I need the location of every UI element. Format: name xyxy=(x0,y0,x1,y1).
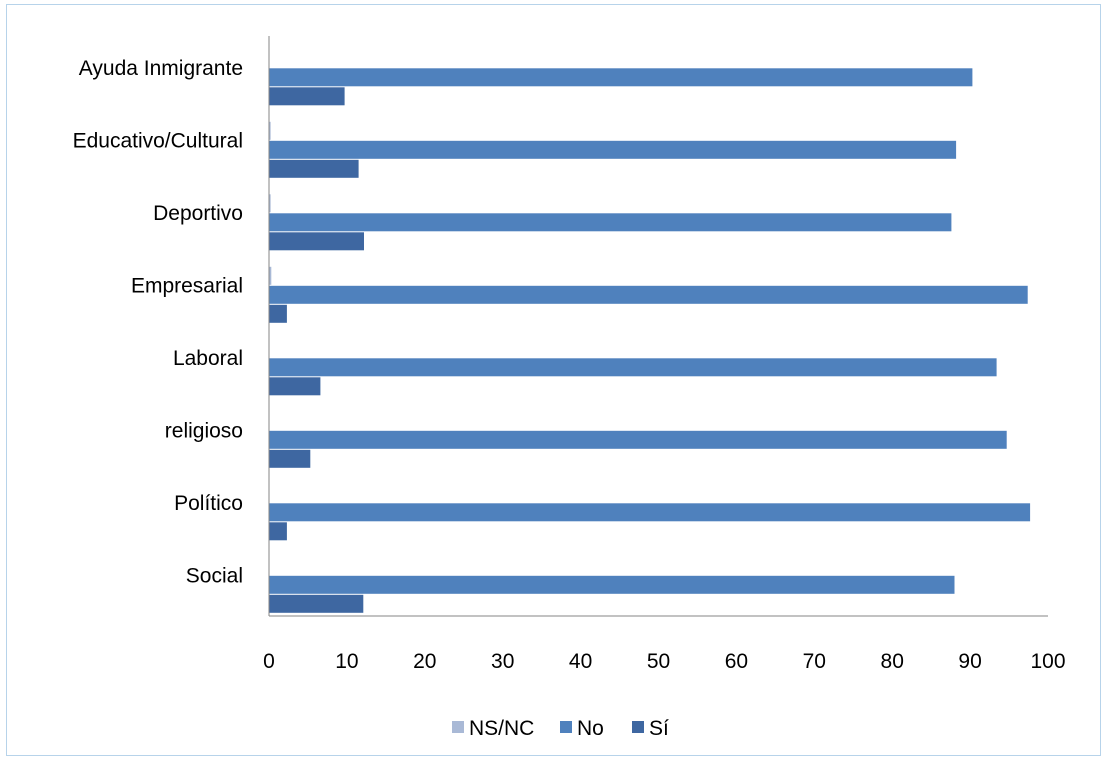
bar-no-7 xyxy=(269,575,955,594)
x-tick-labels: 0 10 20 30 40 50 60 70 80 90 100 xyxy=(263,650,1065,673)
axes-group xyxy=(268,36,1048,617)
bar-s-2 xyxy=(269,232,364,251)
bar-no-6 xyxy=(269,503,1031,522)
x-tick-label: 0 xyxy=(263,650,275,673)
legend-label: NS/NC xyxy=(469,717,534,740)
x-tick-label: 50 xyxy=(647,650,670,673)
x-tick-label: 10 xyxy=(335,650,358,673)
bar-no-4 xyxy=(269,358,997,377)
category-label: Empresarial xyxy=(131,274,243,297)
x-tick-label: 40 xyxy=(569,650,592,673)
bar-nsnc-2 xyxy=(269,194,271,213)
bar-s-7 xyxy=(269,594,364,613)
bar-no-1 xyxy=(269,140,957,159)
legend: NS/NC No Sí xyxy=(452,717,669,740)
chart-frame xyxy=(6,4,1101,756)
legend-label: No xyxy=(577,717,604,740)
bar-nsnc-1 xyxy=(269,121,271,140)
legend-swatch-1 xyxy=(560,721,572,733)
bar-nsnc-3 xyxy=(269,266,272,285)
category-label: Educativo/Cultural xyxy=(73,129,243,152)
x-tick-label: 90 xyxy=(958,650,981,673)
x-tick-label: 70 xyxy=(803,650,826,673)
legend-label: Sí xyxy=(649,717,669,740)
category-label: Ayuda Inmigrante xyxy=(79,57,243,80)
bar-s-3 xyxy=(269,304,287,323)
bar-s-6 xyxy=(269,522,287,541)
x-tick-label: 60 xyxy=(725,650,748,673)
bar-s-5 xyxy=(269,449,311,468)
bar-no-2 xyxy=(269,213,952,232)
bars-group xyxy=(269,68,1031,613)
category-label: Deportivo xyxy=(153,202,243,225)
x-tick-label: 20 xyxy=(413,650,436,673)
bar-no-3 xyxy=(269,285,1028,304)
x-tick-label: 100 xyxy=(1030,650,1065,673)
category-labels: Ayuda Inmigrante Educativo/Cultural Deport… xyxy=(73,57,243,587)
x-tick-label: 80 xyxy=(881,650,904,673)
bar-no-0 xyxy=(269,68,973,87)
bar-s-4 xyxy=(269,377,321,396)
category-label: Social xyxy=(186,564,243,587)
legend-swatch-0 xyxy=(452,721,464,733)
category-label: Laboral xyxy=(173,347,243,370)
bar-s-0 xyxy=(269,87,345,106)
x-tick-label: 30 xyxy=(491,650,514,673)
category-label: Político xyxy=(174,492,243,515)
category-label: religioso xyxy=(165,419,243,442)
bar-no-5 xyxy=(269,430,1007,449)
legend-swatch-2 xyxy=(632,721,644,733)
bar-s-1 xyxy=(269,159,359,178)
